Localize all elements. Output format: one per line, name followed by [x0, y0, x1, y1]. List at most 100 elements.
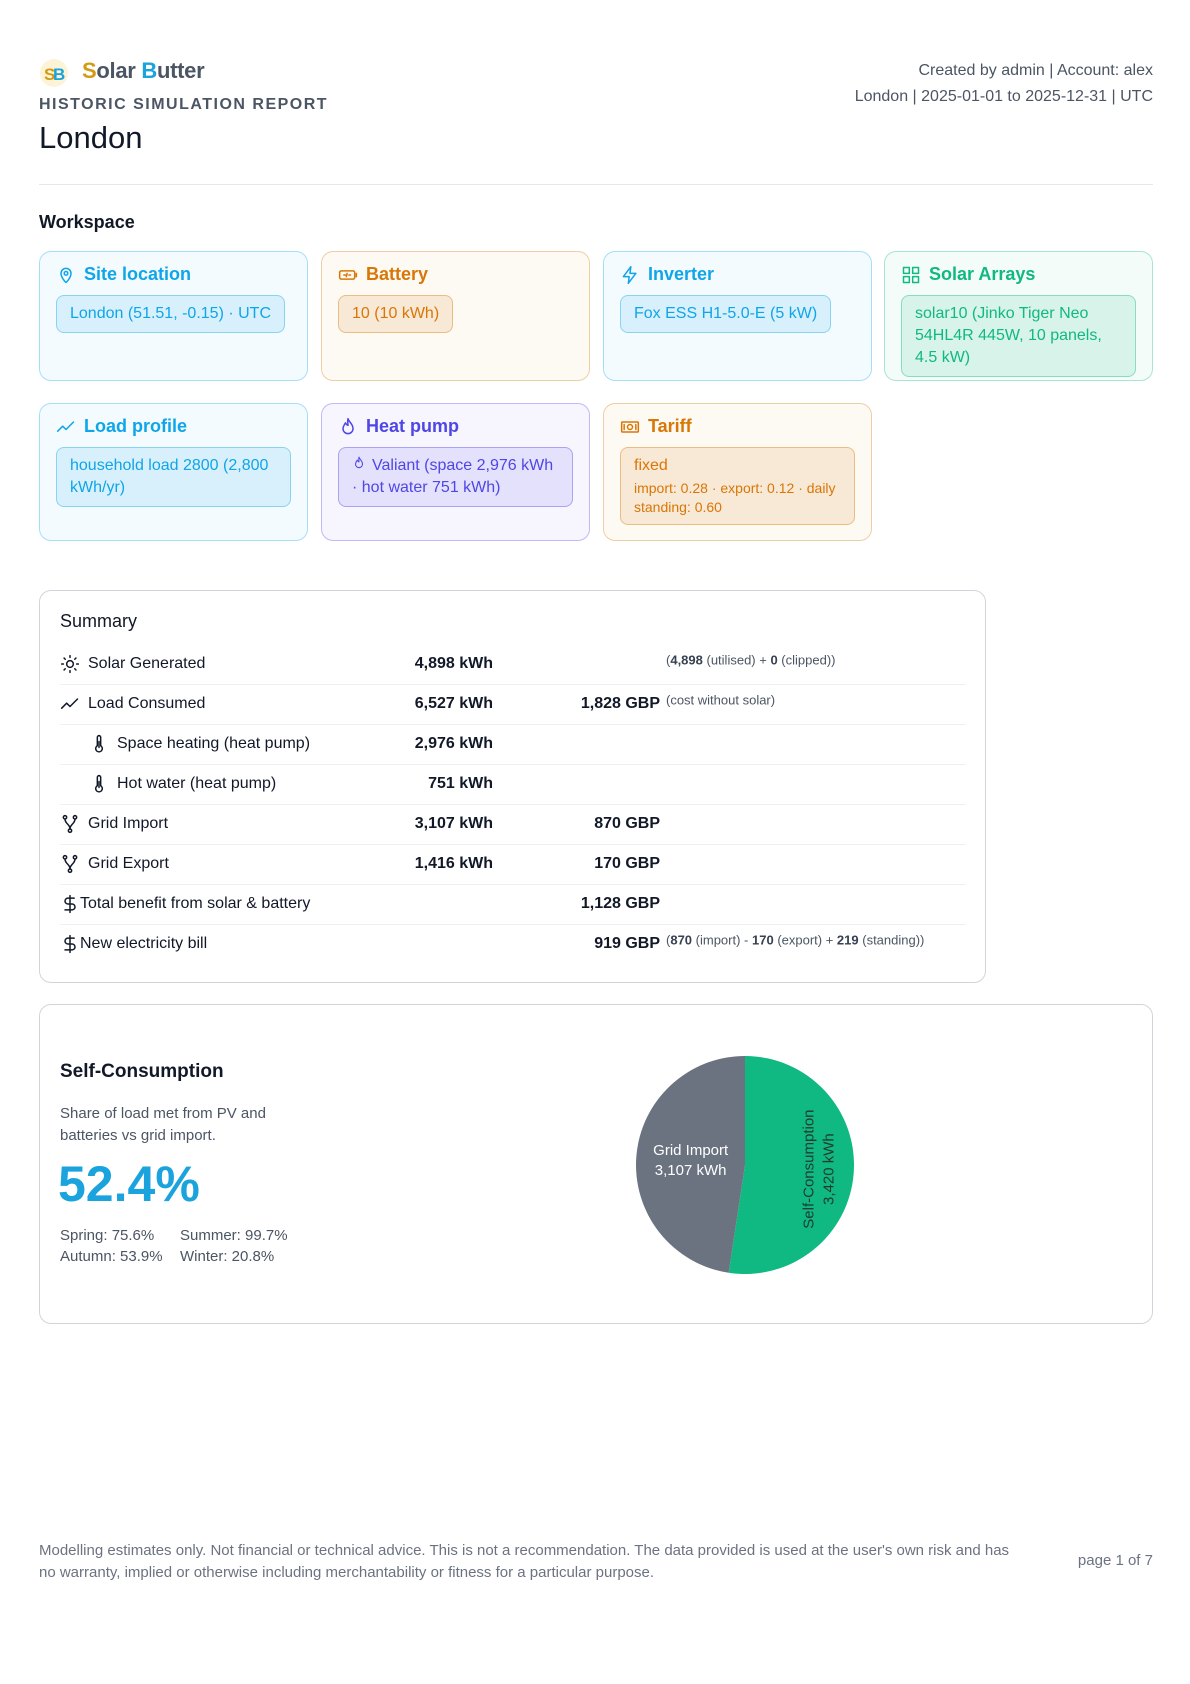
pie-chart: Self-Consumption 3,420 kWh Grid Import 3,10… — [636, 1056, 855, 1274]
row-label: Hot water (heat pump) — [117, 775, 277, 792]
workspace-card: Battery 10 (10 kWh) — [321, 251, 590, 381]
chip-text: solar10 (Jinko Tiger Neo 54HL4R 445W, 10… — [915, 305, 1102, 366]
workspace-card: Solar Arrays solar10 (Jinko Tiger Neo 54H… — [884, 251, 1153, 381]
summary-row: Solar Generated 4,898 kWh (4,898 (utilised… — [60, 644, 966, 685]
row-kwh: 2,976 kWh — [414, 735, 493, 752]
icon — [62, 854, 78, 874]
panel-title: Self-Consumption — [60, 1061, 224, 1082]
section-heading: Workspace — [39, 212, 135, 232]
row-label: Load Consumed — [88, 695, 206, 712]
icon — [902, 266, 920, 283]
report-subtitle: HISTORIC SIMULATION REPORT — [39, 96, 329, 113]
icon — [60, 698, 79, 709]
season-value: Winter: 20.8% — [180, 1248, 275, 1265]
chip: 10 (10 kWh) — [338, 295, 454, 333]
chip: London (51.51, -0.15) · UTC — [56, 295, 285, 333]
row-label: Space heating (heat pump) — [117, 735, 311, 752]
pie-slice — [728, 1056, 855, 1274]
note-part: ( — [666, 652, 671, 668]
row-label: Grid Import — [88, 815, 169, 832]
chip-text: Fox ESS H1-5.0-E (5 kW) — [634, 305, 818, 322]
chip: Valiant (space 2,976 kWh · hot water 751… — [338, 447, 573, 507]
season-list: Spring: 75.6% Summer: 99.7% Autumn: 53.9% W… — [60, 1227, 300, 1265]
chip-text: 10 (10 kWh) — [352, 305, 440, 322]
season-value: Spring: 75.6% — [60, 1227, 155, 1244]
summary-panel: Summary Solar Generated 4,898 kWh (4,898 (… — [39, 590, 986, 983]
report-meta: Created by admin | Account: alex London … — [855, 58, 1153, 110]
brand-initial: S — [82, 58, 97, 83]
note-part: 870 — [670, 932, 693, 948]
headline-value: 52.4% — [58, 1156, 200, 1212]
row-kwh: 3,107 kWh — [414, 815, 493, 832]
workspace-card: Site location London (51.51, -0.15) · UTC — [39, 251, 308, 381]
note-part: 4,898 — [670, 652, 703, 668]
icon — [338, 269, 358, 280]
summary-row: Space heating (heat pump) 2,976 kWh — [60, 724, 966, 765]
summary-row: Grid Export 1,416 kWh 170 GBP — [60, 844, 966, 885]
row-label: Solar Generated — [88, 655, 206, 672]
brand-text: utter — [156, 58, 205, 83]
divider — [39, 184, 1153, 185]
card-header: Solar Arrays — [901, 264, 1136, 285]
slice-name: Self-Consumption — [800, 1109, 817, 1228]
note-part: (clipped)) — [777, 652, 836, 668]
season-value: Autumn: 53.9% — [60, 1248, 163, 1265]
slice-label: Grid Import 3,107 kWh — [653, 1142, 729, 1179]
report-title: London — [39, 120, 143, 155]
icon — [64, 934, 76, 954]
row-gbp: 1,828 GBP — [580, 695, 660, 712]
icon — [342, 417, 354, 434]
summary-row: New electricity bill 919 GBP (870 (import)… — [60, 924, 966, 964]
card-title: Site location — [84, 264, 192, 284]
card-header: Battery — [338, 264, 573, 285]
self-consumption-panel: Self-Consumption Share of load met from … — [39, 1004, 1153, 1324]
row-kwh: 1,416 kWh — [414, 855, 493, 872]
chip-text: fixed — [634, 457, 668, 474]
icon — [94, 774, 104, 793]
note-part: 219 — [836, 932, 859, 948]
row-note: (cost without solar) — [666, 693, 775, 708]
chip: Fox ESS H1-5.0-E (5 kW) — [620, 295, 832, 333]
brand-initial: B — [141, 58, 157, 83]
slice-label: Self-Consumption 3,420 kWh — [800, 1109, 837, 1228]
slice-name: Grid Import — [653, 1142, 729, 1159]
page-number: page 1 of 7 — [1077, 1552, 1153, 1569]
row-label: Total benefit from solar & battery — [80, 895, 311, 912]
note-part: (utilised) + — [702, 652, 771, 668]
workspace-card: Inverter Fox ESS H1-5.0-E (5 kW) — [603, 251, 872, 381]
chip-text: London (51.51, -0.15) · UTC — [70, 305, 271, 322]
row-kwh: 751 kWh — [428, 775, 493, 792]
icon — [620, 420, 640, 433]
chip-text: household load 2800 (2,800 kWh/yr) — [70, 457, 269, 496]
row-kwh: 4,898 kWh — [414, 655, 493, 672]
note-part: 170 — [752, 932, 774, 948]
row-gbp: 170 GBP — [594, 855, 660, 872]
season-value: Summer: 99.7% — [180, 1227, 288, 1244]
icon — [354, 456, 364, 469]
workspace-card: Heat pump Valiant (space 2,976 kWh · hot … — [321, 403, 590, 541]
card-title: Battery — [366, 264, 429, 284]
brand: Solar Butter — [82, 58, 205, 84]
icon — [62, 814, 78, 834]
note-part: (standing)) — [858, 932, 925, 948]
note-part: (import) - — [692, 932, 752, 948]
meta-line: London | 2025-01-01 to 2025-12-31 | UTC — [854, 88, 1153, 105]
row-note: (4,898 (utilised) + 0 (clipped)) — [666, 653, 835, 668]
card-title: Tariff — [648, 416, 692, 436]
icon — [622, 265, 637, 284]
row-kwh: 6,527 kWh — [414, 695, 493, 712]
icon — [64, 894, 76, 914]
summary-row: Grid Import 3,107 kWh 870 GBP — [60, 804, 966, 845]
summary-row: Load Consumed 6,527 kWh 1,828 GBP (cost wit… — [60, 684, 966, 725]
icon — [56, 420, 75, 432]
card-header: Tariff — [620, 416, 855, 437]
card-title: Heat pump — [366, 416, 460, 436]
note-part: 0 — [770, 652, 778, 668]
summary-row: Hot water (heat pump) 751 kWh — [60, 764, 966, 805]
disclaimer: Modelling estimates only. Not financial … — [39, 1542, 1010, 1581]
card-title: Load profile — [84, 416, 187, 436]
card-header: Inverter — [620, 264, 855, 285]
row-note: (870 (import) - 170 (export) + 219 (stan… — [666, 933, 924, 948]
brand-text: olar — [96, 58, 136, 83]
row-gbp: 919 GBP — [594, 935, 660, 952]
